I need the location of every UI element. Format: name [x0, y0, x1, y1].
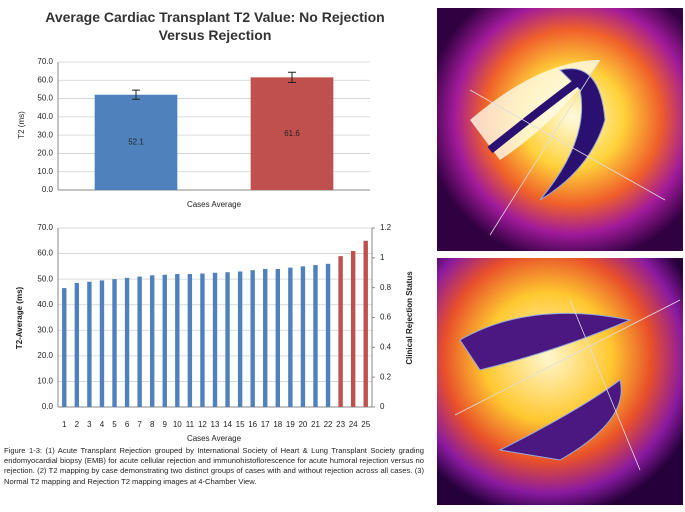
- bar: [137, 276, 142, 407]
- y-tick-label: 30.0: [37, 325, 53, 334]
- x-tick-label: 20: [298, 420, 307, 429]
- caption: Figure 1-3: (1) Acute Transplant Rejecti…: [4, 446, 424, 486]
- bar: [237, 271, 243, 407]
- y-tick-label: 20.0: [37, 351, 53, 360]
- mri-image-rejection: [437, 258, 683, 505]
- y-axis-label: T2-Average (ms): [15, 286, 24, 349]
- bar: [275, 268, 280, 407]
- y-tick-label: 70.0: [37, 57, 53, 66]
- y2-tick-label: 1: [380, 253, 385, 262]
- y2-tick-label: 0.8: [380, 283, 392, 292]
- bar: [162, 274, 167, 407]
- y-tick-label: 40.0: [37, 112, 53, 121]
- x-tick-label: 15: [236, 420, 245, 429]
- y-tick-label: 50.0: [37, 94, 53, 103]
- x-tick-label: 17: [261, 420, 270, 429]
- x-tick-label: 23: [336, 420, 345, 429]
- x-tick-label: 14: [223, 420, 232, 429]
- x-tick-label: 16: [248, 420, 257, 429]
- x-tick-label: 3: [87, 420, 92, 429]
- y-tick-label: 0.0: [42, 402, 54, 411]
- x-tick-label: 19: [286, 420, 295, 429]
- mri-image-normal: [437, 8, 683, 251]
- x-axis-label: Cases Average: [187, 200, 242, 209]
- x-tick-label: 6: [125, 420, 130, 429]
- x-tick-label: 5: [112, 420, 117, 429]
- value-label: 61.6: [284, 129, 300, 138]
- x-tick-label: 21: [311, 420, 320, 429]
- value-label: 52.1: [128, 137, 144, 146]
- error-bar: [288, 71, 296, 83]
- x-tick-label: 12: [198, 420, 207, 429]
- x-tick-label: 25: [361, 420, 370, 429]
- bar: [338, 256, 343, 407]
- bar: [300, 266, 306, 407]
- x-tick-label: 13: [211, 420, 220, 429]
- bar: [124, 277, 130, 407]
- y-tick-label: 70.0: [37, 223, 53, 232]
- y-tick-label: 0.0: [42, 185, 54, 194]
- bar: [175, 274, 180, 407]
- chart-title: Average Cardiac Transplant T2 Value: No …: [45, 9, 385, 43]
- bar: [263, 268, 268, 407]
- y-tick-label: 20.0: [37, 149, 53, 158]
- x-tick-label: 1: [62, 420, 67, 429]
- x-tick-label: 11: [186, 420, 195, 429]
- y2-tick-label: 0.4: [380, 342, 392, 351]
- bar: [250, 270, 255, 407]
- bar: [363, 240, 368, 407]
- bar: [200, 273, 205, 407]
- x-tick-label: 18: [273, 420, 282, 429]
- x-tick-label: 4: [100, 420, 105, 429]
- x-tick-label: 10: [173, 420, 182, 429]
- bar: [288, 267, 293, 407]
- y2-tick-label: 0.2: [380, 372, 392, 381]
- bar: [350, 251, 356, 407]
- x-tick-label: 8: [150, 420, 155, 429]
- error-bar: [132, 89, 140, 100]
- y-tick-label: 10.0: [37, 377, 53, 386]
- bar: [150, 275, 155, 407]
- x-tick-label: 22: [324, 420, 333, 429]
- y2-tick-label: 1.2: [380, 223, 392, 232]
- bar: [74, 282, 80, 407]
- bar: [187, 274, 193, 407]
- bar: [112, 279, 117, 407]
- x-tick-label: 9: [163, 420, 168, 429]
- bar: [225, 272, 230, 407]
- bar: [313, 265, 318, 407]
- bar: [87, 281, 92, 407]
- x-axis-label: Cases Average: [187, 434, 242, 443]
- y-tick-label: 60.0: [37, 75, 53, 84]
- y-axis-label: T2 (ms): [17, 111, 26, 139]
- y-tick-label: 30.0: [37, 130, 53, 139]
- bar: [212, 272, 218, 407]
- x-tick-label: 24: [349, 420, 358, 429]
- bar: [250, 77, 334, 190]
- y2-tick-label: 0.6: [380, 313, 392, 322]
- bar: [325, 263, 331, 407]
- y2-axis-label: Clinical Rejection Status: [405, 271, 414, 365]
- x-tick-label: 2: [75, 420, 80, 429]
- y-tick-label: 50.0: [37, 274, 53, 283]
- y-tick-label: 40.0: [37, 300, 53, 309]
- x-tick-label: 7: [137, 420, 142, 429]
- y2-tick-label: 0: [380, 402, 385, 411]
- bar: [94, 94, 178, 190]
- bar: [99, 280, 105, 407]
- y-tick-label: 60.0: [37, 249, 53, 258]
- y-tick-label: 10.0: [37, 167, 53, 176]
- bar: [62, 288, 67, 407]
